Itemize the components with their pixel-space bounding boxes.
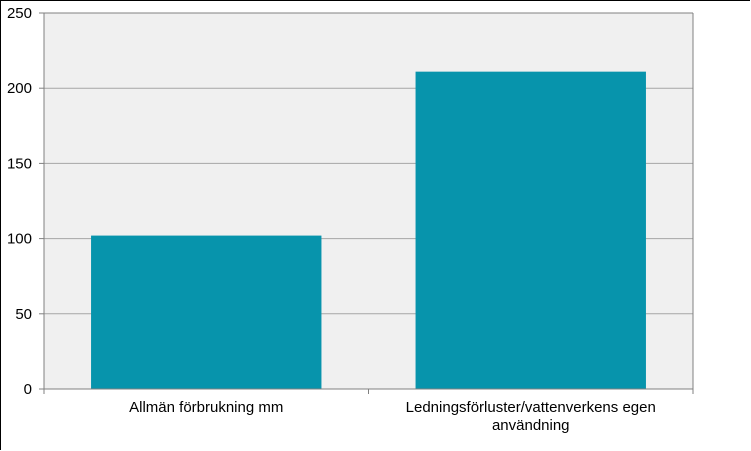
x-axis-labels: Allmän förbrukning mm Ledningsförluster/v… xyxy=(129,399,656,434)
bar xyxy=(91,235,322,389)
bars xyxy=(91,71,646,389)
x-category-label: Allmän förbrukning mm xyxy=(129,399,283,416)
y-tick-label: 150 xyxy=(7,155,32,172)
y-tick-label: 200 xyxy=(7,80,32,97)
axes xyxy=(43,12,694,394)
y-tick-label: 0 xyxy=(24,381,32,398)
bar xyxy=(415,71,646,389)
y-tick-label: 100 xyxy=(7,231,32,248)
y-tick-label: 250 xyxy=(7,5,32,22)
x-category-label: Ledningsförluster/vattenverkens egen xyxy=(406,399,656,416)
x-category-label: användning xyxy=(492,417,570,434)
y-axis-ticks: 0 50 100 150 200 250 xyxy=(7,5,44,398)
y-tick-label: 50 xyxy=(15,306,32,323)
